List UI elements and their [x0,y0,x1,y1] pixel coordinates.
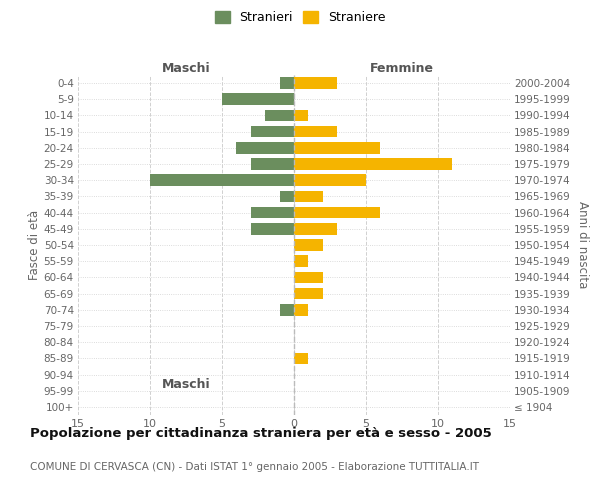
Bar [294,223,337,234]
Bar [251,158,294,170]
Bar [294,288,323,300]
Bar [150,174,294,186]
Bar [294,110,308,122]
Bar [222,94,294,105]
Y-axis label: Anni di nascita: Anni di nascita [577,202,589,288]
Bar [294,239,323,251]
Text: Popolazione per cittadinanza straniera per età e sesso - 2005: Popolazione per cittadinanza straniera p… [30,428,492,440]
Bar [294,256,308,267]
Text: Maschi: Maschi [161,378,211,390]
Bar [265,110,294,122]
Bar [294,272,323,283]
Bar [280,304,294,316]
Bar [294,142,380,154]
Bar [294,174,366,186]
Bar [294,190,323,202]
Bar [294,126,337,138]
Bar [294,304,308,316]
Y-axis label: Fasce di età: Fasce di età [28,210,41,280]
Bar [251,126,294,138]
Legend: Stranieri, Straniere: Stranieri, Straniere [212,8,388,26]
Bar [294,158,452,170]
Bar [251,223,294,234]
Bar [280,190,294,202]
Text: Maschi: Maschi [161,62,211,75]
Bar [294,207,380,218]
Bar [251,207,294,218]
Bar [294,78,337,89]
Text: Femmine: Femmine [370,62,434,75]
Bar [280,78,294,89]
Bar [236,142,294,154]
Bar [294,352,308,364]
Text: COMUNE DI CERVASCA (CN) - Dati ISTAT 1° gennaio 2005 - Elaborazione TUTTITALIA.I: COMUNE DI CERVASCA (CN) - Dati ISTAT 1° … [30,462,479,472]
